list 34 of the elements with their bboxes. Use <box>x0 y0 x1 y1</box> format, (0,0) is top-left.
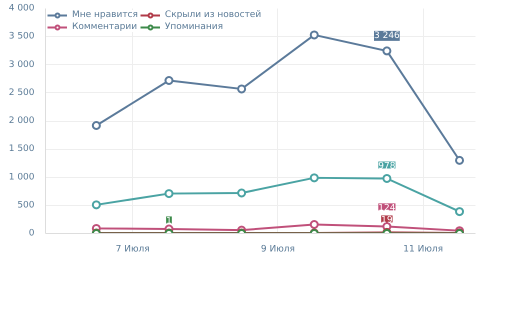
x-tick-label: 11 Июля <box>403 244 444 254</box>
legend-label: Скрыли из новостей <box>164 10 262 20</box>
point <box>164 76 174 85</box>
point <box>455 156 464 165</box>
point <box>310 30 319 40</box>
y-tick-label: 4 000 <box>8 4 35 14</box>
data-label: 124 <box>378 203 396 214</box>
x-tick-label: 7 Июля <box>116 244 150 254</box>
point <box>237 188 246 198</box>
data-label: 3 246 <box>374 30 400 41</box>
data-label: 1 <box>166 216 172 226</box>
data-label: 978 <box>378 161 396 172</box>
y-tick-label: 0 <box>28 228 35 238</box>
y-tick-label: 1 000 <box>8 172 35 182</box>
data-label: 19 <box>381 215 393 226</box>
y-tick-label: 2 500 <box>8 88 35 98</box>
legend-label: Мне нравится <box>72 10 138 20</box>
point <box>92 121 101 130</box>
x-tick-label: 9 Июля <box>260 244 295 254</box>
point <box>237 84 246 94</box>
y-tick-label: 2 000 <box>8 116 35 126</box>
y-tick-label: 3 000 <box>8 60 35 70</box>
point <box>310 220 319 229</box>
point <box>382 46 392 56</box>
legend-label: Упоминания <box>164 22 223 32</box>
point <box>455 207 464 216</box>
legend-label: Комментарии <box>72 22 138 32</box>
point <box>310 173 319 182</box>
point <box>92 200 101 210</box>
y-tick-label: 500 <box>17 200 35 210</box>
y-tick-label: 1 500 <box>8 144 35 154</box>
point <box>382 174 392 183</box>
y-tick-label: 3 500 <box>8 32 35 42</box>
point <box>164 189 174 198</box>
